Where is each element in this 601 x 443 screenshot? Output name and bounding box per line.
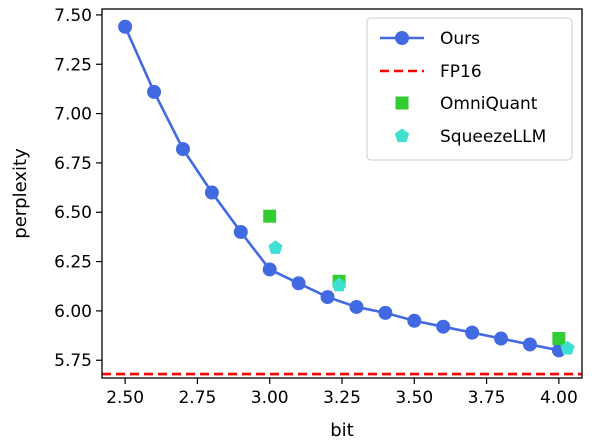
ours-point (320, 290, 335, 305)
legend-omniquant-marker (395, 96, 409, 110)
y-tick-label: 7.25 (54, 55, 92, 75)
legend-label-squeezellm: SqueezeLLM (440, 127, 546, 147)
ours-point (175, 142, 190, 157)
ours-line (123, 26, 560, 352)
legend-label-omniquant: OmniQuant (440, 94, 538, 114)
legend-squeezellm-marker (394, 128, 410, 143)
ours-point (204, 185, 219, 200)
omniquant-point (263, 209, 277, 223)
x-tick-label: 2.50 (106, 388, 144, 408)
ours-point (436, 319, 451, 334)
ours-point (522, 337, 537, 352)
x-tick-label: 3.25 (323, 388, 361, 408)
x-tick-label: 3.75 (468, 388, 506, 408)
omniquant-point (552, 332, 566, 346)
legend-label-ours: Ours (440, 29, 480, 49)
y-tick-label: 7.50 (54, 6, 92, 26)
legend: Ours FP16 OmniQuant SqueezeLLM (366, 17, 573, 161)
ours-point (233, 224, 248, 239)
y-tick-label: 7.00 (54, 105, 92, 125)
ours-point (262, 262, 277, 277)
y-tick-label: 6.00 (54, 302, 92, 322)
ours-point (147, 84, 162, 99)
y-tick-label: 6.25 (54, 253, 92, 273)
x-axis-label: bit (330, 420, 353, 441)
ours-point (378, 305, 393, 320)
legend-ours-marker (395, 31, 409, 45)
y-tick-label: 6.50 (54, 203, 92, 223)
y-tick-label: 6.75 (54, 154, 92, 174)
ours-point (407, 313, 422, 328)
ours-point (494, 331, 509, 346)
x-tick-label: 3.50 (395, 388, 433, 408)
x-tick-label: 3.00 (251, 388, 289, 408)
plot-marks (102, 19, 582, 376)
axis-ticks: 2.50 2.75 3.00 3.25 3.50 3.75 4.00 5.75 6.00 6.25… (54, 6, 578, 408)
ours-point (291, 276, 306, 291)
ours-point (465, 325, 480, 340)
ours-point (349, 299, 364, 314)
x-tick-label: 4.00 (540, 388, 578, 408)
legend-label-fp16: FP16 (440, 62, 482, 82)
squeezellm-point (331, 277, 347, 292)
ours-point (118, 19, 133, 34)
y-tick-label: 5.75 (54, 351, 92, 371)
y-axis-label: perplexity (10, 148, 31, 239)
legend-box (366, 17, 573, 161)
x-tick-label: 2.75 (178, 388, 216, 408)
squeezellm-point (560, 340, 575, 355)
squeezellm-point (268, 240, 283, 254)
